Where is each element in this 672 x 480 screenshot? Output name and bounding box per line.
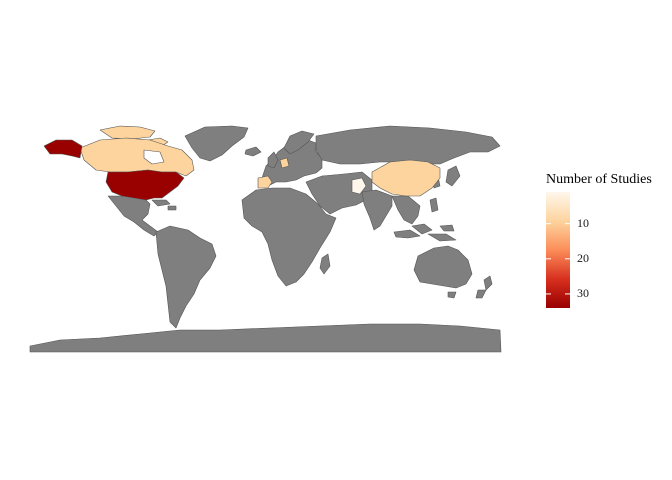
- country-usa: [105, 169, 185, 201]
- country-pakistan: [351, 177, 367, 195]
- legend-tick-label: 20: [577, 250, 589, 265]
- india: [361, 189, 393, 231]
- se-asia: [391, 195, 421, 225]
- uk: [267, 151, 279, 169]
- russia: [315, 125, 501, 165]
- country-china: [371, 159, 441, 197]
- madagascar: [319, 253, 331, 275]
- legend-title: Number of Studies: [546, 172, 652, 187]
- country-spain: [257, 175, 273, 189]
- south-america: [155, 225, 217, 329]
- antarctica: [29, 323, 502, 353]
- country-germany: [279, 157, 290, 169]
- africa: [241, 187, 337, 287]
- mexico: [107, 195, 159, 237]
- arctic-islands: [99, 125, 156, 140]
- hudson-bay: [143, 149, 165, 165]
- legend-tick-label: 10: [577, 215, 589, 230]
- legend-tick-label: 30: [577, 285, 589, 300]
- country-usa-alaska: [43, 139, 83, 159]
- iceland: [244, 146, 262, 157]
- legend-color-bar: [546, 192, 570, 308]
- greenland: [184, 125, 249, 162]
- scandinavia: [283, 130, 315, 155]
- country-canada: [79, 137, 195, 177]
- australia: [413, 245, 473, 289]
